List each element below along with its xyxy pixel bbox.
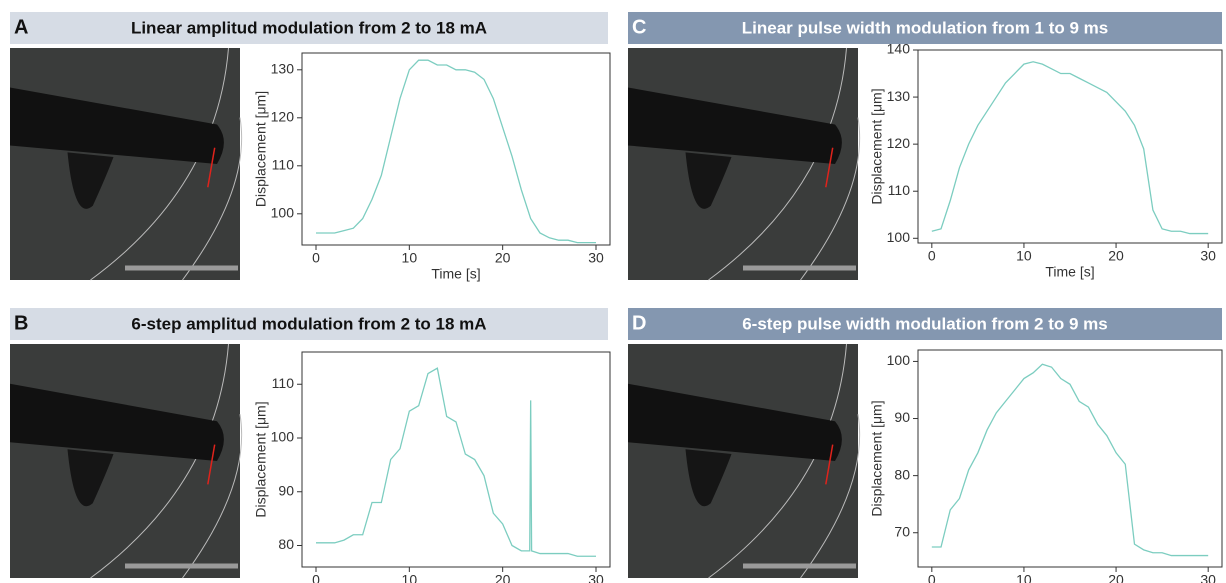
plot-frame (917, 49, 1223, 244)
x-tick-label: 30 (588, 572, 604, 583)
y-tick-label: 100 (271, 429, 295, 445)
panel-header (10, 308, 608, 340)
x-tick-label: 0 (928, 248, 936, 264)
y-tick-label: 140 (887, 41, 911, 57)
y-axis-label: Displacement [μm] (253, 401, 269, 517)
panel-title: Linear amplitud modulation from 2 to 18 … (131, 18, 487, 37)
plot-frame (301, 52, 611, 246)
panel-letter: A (14, 16, 28, 38)
data-line (931, 363, 1209, 557)
pipette (10, 383, 224, 461)
image-ring (182, 414, 243, 579)
y-tick-label: 120 (887, 135, 911, 151)
image-ring (800, 414, 861, 579)
panel-title: 6-step pulse width modulation from 2 to … (742, 314, 1108, 333)
y-tick-label: 110 (888, 182, 911, 198)
panel-header (10, 12, 608, 44)
x-tick-label: 30 (1200, 572, 1216, 583)
panel-title: 6-step amplitud modulation from 2 to 18 … (131, 314, 486, 333)
image-ring (182, 117, 243, 281)
x-tick-label: 20 (1108, 248, 1124, 264)
image-ring (90, 343, 229, 579)
image-ring (90, 47, 229, 281)
panel-header (628, 12, 1222, 44)
data-line (931, 61, 1209, 235)
microscope-image (10, 48, 240, 280)
x-tick-label: 30 (588, 250, 604, 266)
y-tick-label: 100 (887, 229, 911, 245)
x-tick-label: 0 (312, 250, 320, 266)
plot-frame (301, 351, 611, 568)
image-ring (708, 343, 847, 579)
panel-letter: D (632, 312, 646, 334)
y-tick-label: 120 (271, 109, 295, 125)
data-line (316, 59, 596, 244)
x-tick-label: 10 (402, 250, 418, 266)
image-ring (708, 47, 847, 281)
x-tick-label: 30 (1200, 248, 1216, 264)
pipette (10, 87, 224, 164)
y-axis-label: Displacement [μm] (869, 400, 885, 516)
y-tick-label: 130 (887, 88, 911, 104)
x-tick-label: 0 (928, 572, 936, 583)
displacement-marker (825, 147, 834, 188)
y-tick-label: 80 (278, 536, 294, 552)
panel-letter: C (632, 16, 646, 38)
panel-letter: B (14, 312, 28, 334)
x-tick-label: 10 (1016, 572, 1032, 583)
pipette (628, 383, 842, 461)
x-tick-label: 20 (1108, 572, 1124, 583)
cell (67, 152, 114, 209)
y-tick-label: 100 (887, 352, 911, 368)
y-tick-label: 110 (272, 375, 295, 391)
data-line (316, 367, 596, 557)
plot-frame (917, 349, 1223, 568)
y-tick-label: 110 (272, 157, 295, 173)
x-tick-label: 10 (402, 572, 418, 583)
y-tick-label: 80 (894, 466, 910, 482)
y-axis-label: Displacement [μm] (253, 91, 269, 207)
microscope-image (628, 344, 858, 578)
x-axis-label: Time [s] (1045, 264, 1094, 280)
cell (67, 449, 114, 507)
y-tick-label: 90 (894, 409, 910, 425)
microscope-image (628, 48, 858, 280)
x-tick-label: 20 (495, 250, 511, 266)
y-tick-label: 130 (271, 61, 295, 77)
microscope-image (10, 344, 240, 578)
cell (685, 152, 732, 209)
image-ring (800, 117, 861, 281)
panel-header (628, 308, 1222, 340)
x-axis-label: Time [s] (431, 266, 480, 282)
displacement-marker (207, 147, 216, 188)
pipette (628, 87, 842, 164)
displacement-marker (825, 444, 834, 485)
x-tick-label: 20 (495, 572, 511, 583)
y-tick-label: 90 (278, 482, 294, 498)
cell (685, 449, 732, 507)
displacement-marker (207, 444, 216, 485)
x-tick-label: 0 (312, 572, 320, 583)
panel-title: Linear pulse width modulation from 1 to … (742, 18, 1108, 37)
y-tick-label: 100 (271, 205, 295, 221)
y-axis-label: Displacement [μm] (869, 88, 885, 204)
y-tick-label: 70 (894, 523, 910, 539)
x-tick-label: 10 (1016, 248, 1032, 264)
